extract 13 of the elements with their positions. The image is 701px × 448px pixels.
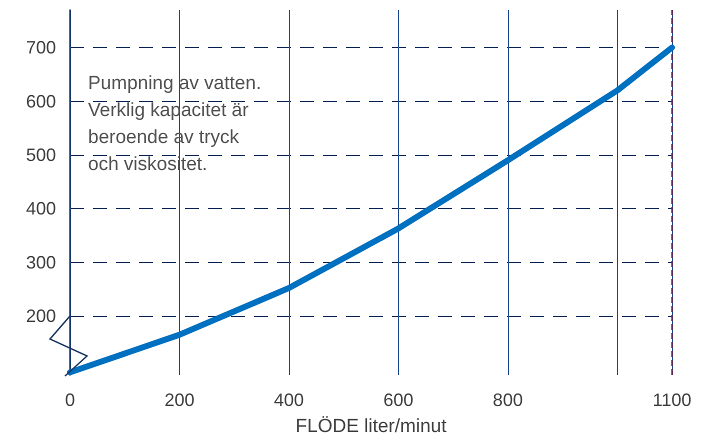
y-tick-label: 400	[26, 198, 56, 219]
x-tick-label: 200	[164, 390, 194, 410]
x-tick-label: 600	[383, 390, 414, 410]
y-tick-label: 200	[26, 306, 56, 326]
x-tick-label: 0	[64, 390, 76, 410]
x-tick-label: 1100	[652, 390, 692, 410]
y-tick-label: 500	[26, 144, 56, 165]
y-tick-label: 600	[26, 91, 56, 112]
x-tick-label: 800	[492, 390, 523, 410]
x-tick-label: 400	[274, 390, 304, 410]
x-axis-title: FLÖDE liter/minut	[296, 416, 448, 437]
y-tick-label: 700	[26, 38, 56, 58]
y-tick-label: 300	[26, 252, 56, 272]
